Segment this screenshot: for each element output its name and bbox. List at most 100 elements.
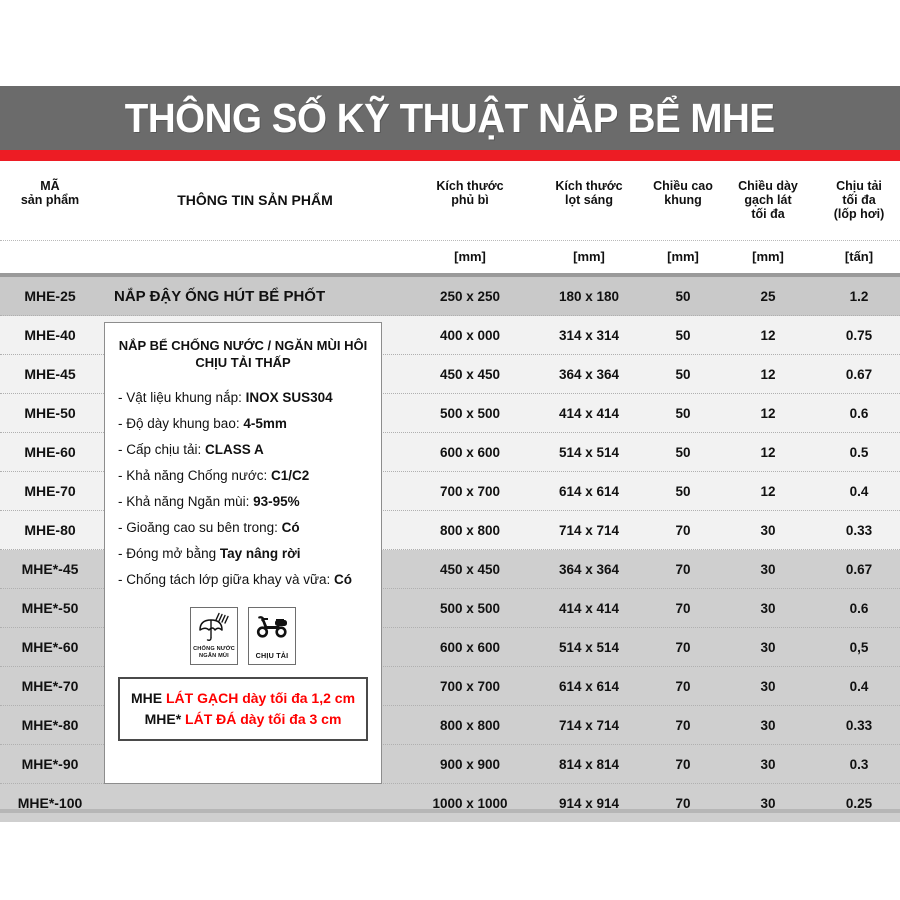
header-overall-size: Kích thước phủ bì [436,179,504,207]
cell-overall-size: 1000 x 1000 [432,795,508,811]
cell-max-load: 0.4 [849,678,869,694]
overlay-spec-value: Có [281,520,300,535]
cell-max-load: 0,5 [849,639,869,655]
cell-overall-size: 700 x 700 [439,678,501,694]
cell-clear-opening: 414 x 414 [558,600,620,616]
cell-overall-size: 500 x 500 [439,405,501,421]
cell-tile-thickness: 12 [760,444,776,460]
cell-max-load: 0.33 [845,717,873,733]
table-bottom-edge [0,809,900,813]
overlay-spec-value: INOX SUS304 [245,390,333,405]
cell-tile-thickness: 30 [760,756,776,772]
overlay-spec-label: - Khả năng Ngăn mùi: [118,494,254,509]
cell-tile-thickness: 12 [760,483,776,499]
cell-max-load: 0.6 [849,405,869,421]
header-clear-opening: Kích thước lọt sáng [555,179,623,207]
cell-max-load: 0.67 [845,366,873,382]
table-row: MHE*-45 450 x 450 364 x 364 70 30 0.67 [0,550,900,589]
overlay-spec-label: - Vật liệu khung nắp: [118,390,246,405]
cell-clear-opening: 914 x 914 [558,795,620,811]
note-line-mhe-star: MHE* LÁT ĐÁ dày tối đa 3 cm [144,711,342,727]
cell-max-load: 0.5 [849,444,869,460]
cell-max-load: 0.33 [845,522,873,538]
cell-code: MHE-45 [24,366,76,382]
cell-overall-size: 700 x 700 [439,483,501,499]
cell-tile-thickness: 12 [760,327,776,343]
cell-frame-height: 70 [675,600,691,616]
badge-waterproof: CHỐNG NƯỚC NGĂN MÙI [190,607,238,665]
cell-max-load: 0.4 [849,483,869,499]
header-info: THÔNG TIN SẢN PHẨM [177,192,333,208]
cell-clear-opening: 364 x 364 [558,366,620,382]
umbrella-rain-icon [197,612,231,642]
cell-frame-height: 70 [675,678,691,694]
cell-clear-opening: 314 x 314 [558,327,620,343]
overlay-spec-label: - Khả năng Chống nước: [118,468,271,483]
header-frame-height: Chiều cao khung [653,179,713,207]
cell-clear-opening: 364 x 364 [558,561,620,577]
overlay-spec-item: - Độ dày khung bao: 4-5mm [118,411,368,437]
units-row: [mm] [mm] [mm] [mm] [tấn] [0,240,900,275]
cell-tile-thickness: 12 [760,405,776,421]
cell-overall-size: 900 x 900 [439,756,501,772]
cell-code: MHE*-70 [21,678,79,694]
cell-code: MHE*-60 [21,639,79,655]
unit-clear-opening: [mm] [573,249,605,264]
overlay-spec-value: CLASS A [205,442,264,457]
cell-clear-opening: 514 x 514 [558,639,620,655]
cell-clear-opening: 814 x 814 [558,756,620,772]
cell-clear-opening: 614 x 614 [558,483,620,499]
header-tile-thickness: Chiều dày gạch lát tối đa [738,179,798,221]
cell-code: MHE-70 [24,483,76,499]
overlay-spec-label: - Cấp chịu tải: [118,442,206,457]
cell-overall-size: 600 x 600 [439,444,501,460]
cell-frame-height: 50 [675,327,691,343]
note-line-mhe: MHE LÁT GẠCH dày tối đa 1,2 cm [130,690,356,706]
cell-tile-thickness: 12 [760,366,776,382]
cell-tile-thickness: 30 [760,600,776,616]
cell-info [100,784,410,822]
scooter-icon [253,612,291,638]
table-row: MHE*-100 1000 x 1000 914 x 914 70 30 0.25 [0,784,900,822]
overlay-spec-item: - Vật liệu khung nắp: INOX SUS304 [118,385,368,411]
cell-code: MHE*-80 [21,717,79,733]
cell-code: MHE*-50 [21,600,79,616]
badge-waterproof-label: CHỐNG NƯỚC NGĂN MÙI [193,646,235,659]
overlay-spec-item: - Gioăng cao su bên trong: Có [118,515,368,541]
overlay-spec-item: - Khả năng Ngăn mùi: 93-95% [118,489,368,515]
cell-clear-opening: 714 x 714 [558,522,620,538]
cell-frame-height: 50 [675,444,691,460]
cell-frame-height: 70 [675,522,691,538]
thickness-note-box: MHE LÁT GẠCH dày tối đa 1,2 cm MHE* LÁT … [118,677,368,741]
cell-frame-height: 70 [675,795,691,811]
overlay-spec-label: - Đóng mở bằng [118,546,220,561]
header-divider [0,273,900,277]
cell-info: NẮP ĐẬY ỐNG HÚT BỂ PHỐT [114,287,326,305]
cell-overall-size: 400 x 000 [439,327,501,343]
cell-tile-thickness: 25 [760,288,776,304]
cell-overall-size: 250 x 250 [439,288,501,304]
cell-max-load: 0.3 [849,756,869,772]
cell-frame-height: 70 [675,639,691,655]
cell-frame-height: 70 [675,717,691,733]
cell-overall-size: 500 x 500 [439,600,501,616]
cell-frame-height: 50 [675,366,691,382]
cell-tile-thickness: 30 [760,561,776,577]
cell-code: MHE-50 [24,405,76,421]
cell-overall-size: 600 x 600 [439,639,501,655]
overlay-spec-value: Tay nâng rời [219,546,301,561]
cell-clear-opening: 514 x 514 [558,444,620,460]
cell-code: MHE*-90 [21,756,79,772]
cell-code: MHE-80 [24,522,76,538]
badge-load: CHỊU TẢI [248,607,296,665]
cell-overall-size: 800 x 800 [439,522,501,538]
red-accent-bar [0,150,900,161]
overlay-spec-item: - Đóng mở bằng Tay nâng rời [118,541,368,567]
unit-tile-thickness: [mm] [752,249,784,264]
overlay-spec-list: - Vật liệu khung nắp: INOX SUS304- Độ dà… [118,385,368,593]
cell-overall-size: 800 x 800 [439,717,501,733]
overlay-spec-value: 4-5mm [243,416,287,431]
cell-tile-thickness: 30 [760,522,776,538]
cell-tile-thickness: 30 [760,795,776,811]
